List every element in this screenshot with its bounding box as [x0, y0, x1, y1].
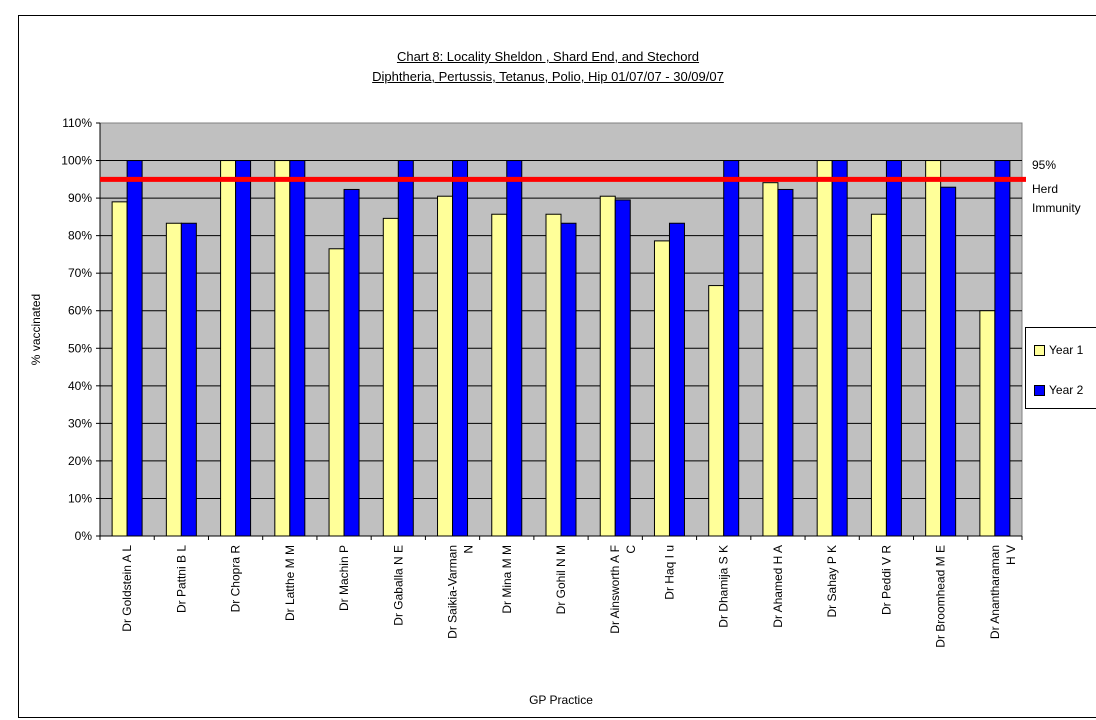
- x-tick-label: H V: [1004, 545, 1018, 565]
- y-tick-label: 10%: [68, 491, 92, 505]
- bar-year-2: [343, 188, 360, 537]
- x-axis-title: GP Practice: [529, 693, 593, 707]
- bar-year-1: [816, 160, 833, 537]
- x-tick-label: Dr Gaballa N E: [391, 545, 405, 626]
- bar-year-1: [437, 195, 454, 537]
- legend-swatch-year-1: [1034, 344, 1045, 356]
- y-tick-label: 80%: [68, 229, 92, 243]
- bar-year-2: [777, 188, 794, 537]
- x-tick-label: Dr Dhamija S K: [717, 545, 731, 628]
- y-tick-label: 90%: [68, 191, 92, 205]
- x-tick-label: Dr Ainsworth A F: [608, 545, 622, 634]
- bar-year-1: [762, 182, 779, 537]
- bar-year-1: [870, 213, 887, 537]
- y-tick-label: 110%: [62, 116, 92, 130]
- x-tick-label: Dr Machin P: [337, 545, 351, 611]
- x-tick-label: N: [462, 545, 476, 554]
- x-tick-label: Dr Haq I u: [662, 545, 676, 600]
- bar-year-2: [506, 160, 523, 537]
- x-tick-label: Dr Ahamed H A: [771, 545, 785, 628]
- chart-subtitle: Diphtheria, Pertussis, Tetanus, Polio, H…: [372, 69, 724, 84]
- x-tick-label: Dr Anantharaman: [988, 545, 1002, 639]
- legend-item-year-1: Year 1: [1034, 343, 1083, 357]
- legend: Year 1 Year 2: [1025, 327, 1096, 409]
- bar-year-2: [289, 160, 306, 537]
- x-tick-label: Dr Goldstein A L: [120, 545, 134, 632]
- herd-label-line-3: Immunity: [1032, 201, 1081, 215]
- bar-year-2: [180, 222, 197, 537]
- herd-label-line-2: Herd: [1032, 182, 1059, 196]
- bar-year-1: [491, 213, 508, 537]
- legend-label-year-2: Year 2: [1049, 383, 1084, 397]
- bar-year-1: [925, 160, 942, 537]
- x-tick-label: Dr Mina M M: [500, 545, 514, 614]
- bar-year-2: [452, 160, 469, 537]
- bar-year-2: [560, 222, 577, 537]
- bar-year-2: [235, 160, 252, 537]
- x-tick-label: Dr Saikia-Varman: [446, 545, 460, 639]
- bar-year-2: [994, 160, 1011, 537]
- bar-year-1: [111, 201, 128, 537]
- x-tick-label: Dr Broomhead M E: [934, 545, 948, 648]
- bar-year-1: [708, 285, 725, 537]
- y-tick-label: 0%: [75, 529, 93, 543]
- y-tick-label: 40%: [68, 379, 92, 393]
- bar-year-1: [382, 217, 399, 537]
- bar-year-2: [397, 160, 414, 537]
- bar-year-1: [545, 213, 562, 537]
- legend-label-year-1: Year 1: [1049, 343, 1084, 357]
- y-axis-title: % vaccinated: [29, 294, 43, 365]
- bar-year-1: [653, 240, 670, 537]
- y-tick-label: 50%: [68, 341, 92, 355]
- x-tick-label: Dr Sahay P K: [825, 545, 839, 617]
- bar-year-2: [614, 199, 631, 537]
- chart-title: Chart 8: Locality Sheldon , Shard End, a…: [396, 49, 700, 64]
- bar-year-1: [220, 160, 237, 537]
- x-tick-label: Dr Latthe M M: [283, 545, 297, 621]
- y-tick-label: 100%: [61, 154, 92, 168]
- x-tick-label: Dr Pattni B L: [174, 545, 188, 613]
- bar-year-1: [979, 310, 996, 537]
- y-tick-label: 70%: [68, 266, 92, 280]
- bar-year-1: [328, 248, 345, 537]
- bar-year-1: [599, 195, 616, 537]
- y-tick-label: 20%: [68, 454, 92, 468]
- bar-year-2: [668, 222, 685, 537]
- legend-swatch-year-2: [1034, 384, 1045, 396]
- bar-year-2: [831, 160, 848, 537]
- y-tick-label: 60%: [68, 304, 92, 318]
- y-tick-label: 30%: [68, 416, 92, 430]
- herd-label-line-1: 95%: [1032, 158, 1057, 172]
- x-tick-label: Dr Peddi V R: [879, 545, 893, 615]
- bar-year-2: [940, 186, 957, 537]
- x-tick-label: C: [624, 545, 638, 554]
- bar-year-1: [165, 222, 182, 537]
- bar-year-1: [274, 160, 291, 537]
- bar-year-2: [126, 160, 143, 537]
- bar-year-2: [723, 160, 740, 537]
- legend-item-year-2: Year 2: [1034, 383, 1083, 397]
- bar-year-2: [885, 160, 902, 537]
- x-tick-label: Dr Gohil N M: [554, 545, 568, 614]
- x-tick-label: Dr Chopra R: [229, 545, 243, 613]
